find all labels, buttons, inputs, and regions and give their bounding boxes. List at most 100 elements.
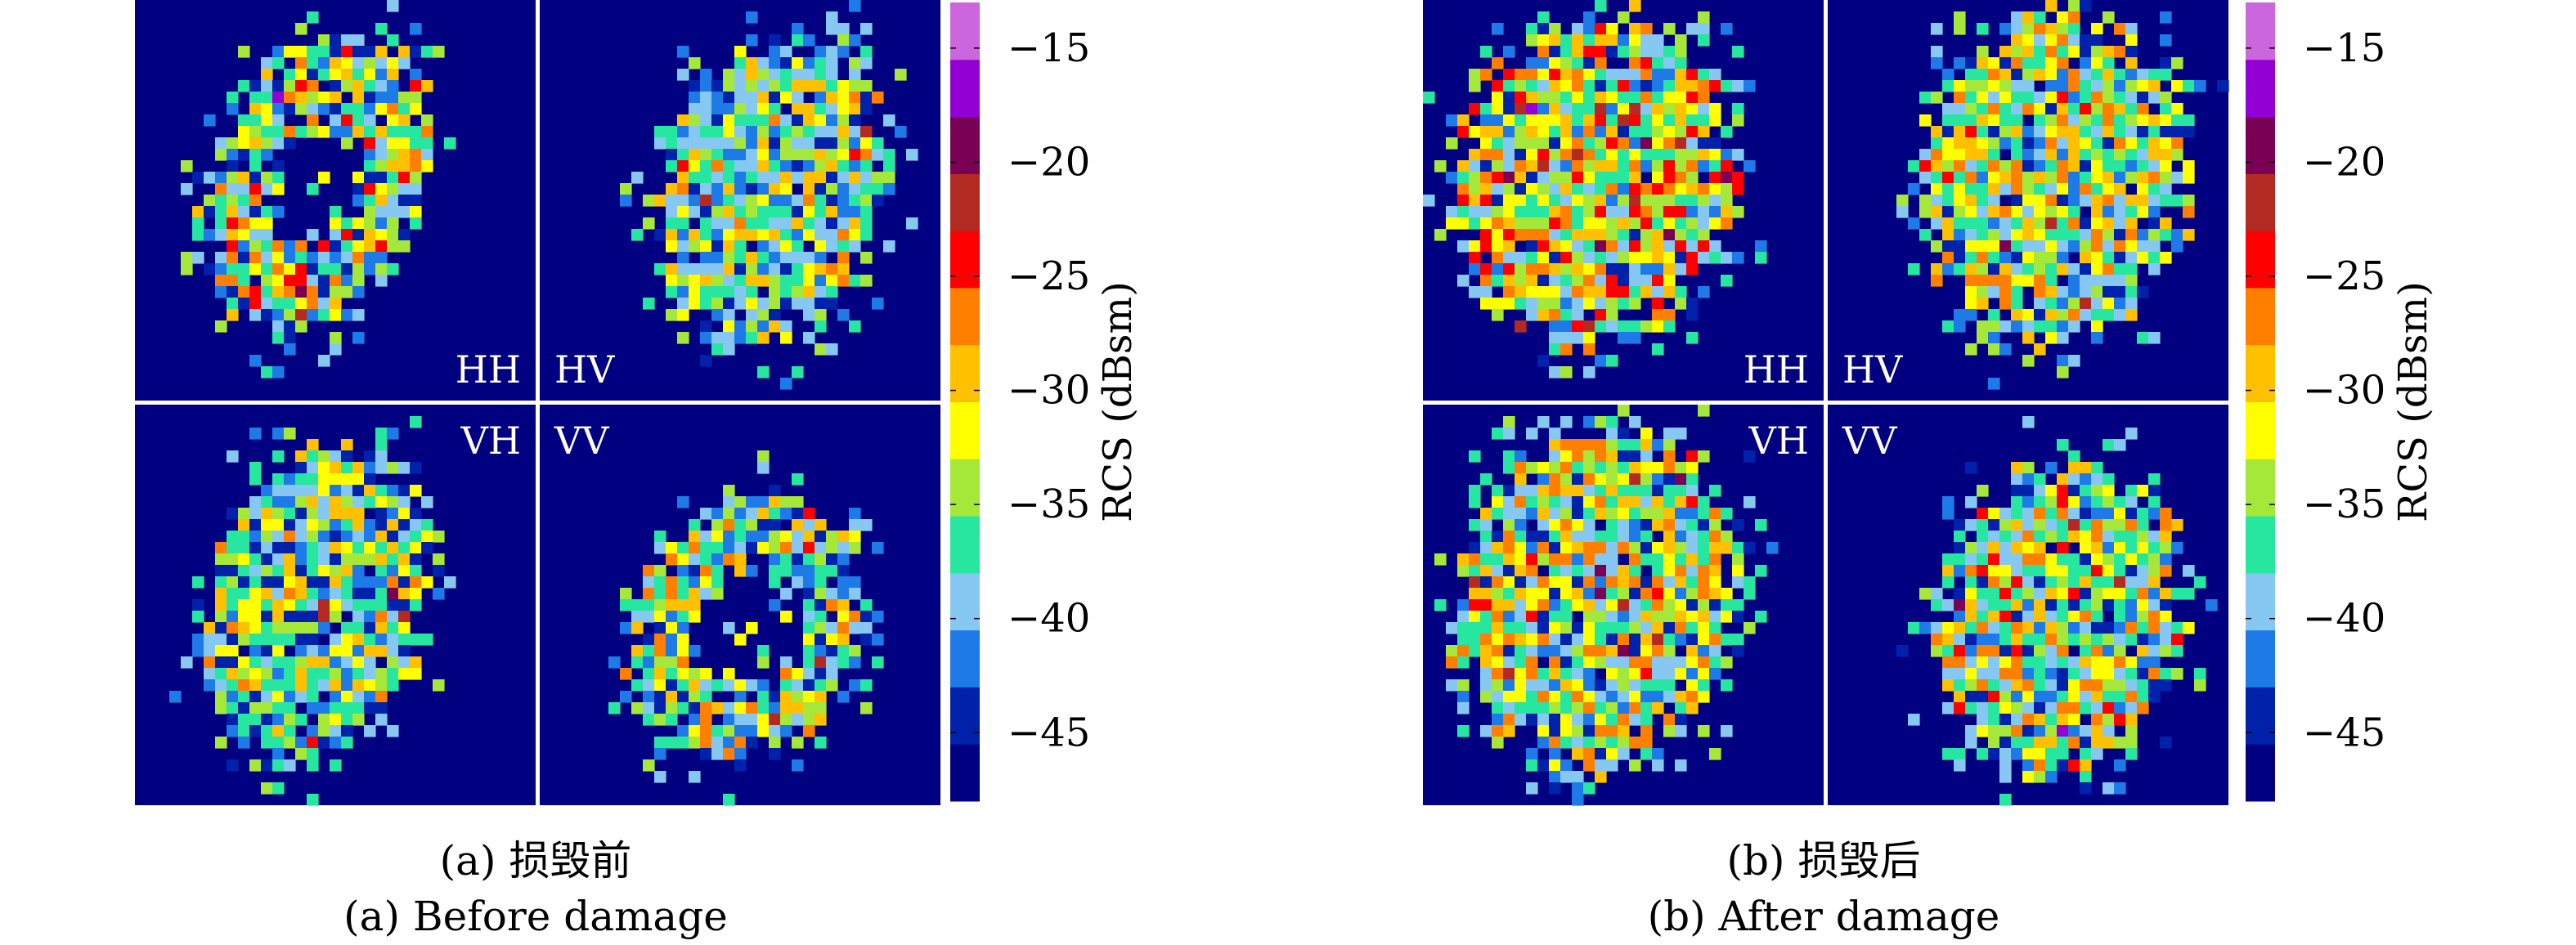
- rcs-pixel: [272, 275, 285, 287]
- rcs-pixel: [261, 69, 273, 81]
- rcs-pixel: [1515, 450, 1527, 463]
- rcs-pixel: [1698, 531, 1710, 543]
- rcs-pixel: [2125, 588, 2138, 600]
- rcs-pixel: [341, 252, 353, 264]
- rcs-pixel: [2125, 137, 2138, 150]
- caption-b-english: (b) After damage: [1647, 893, 2000, 940]
- rcs-pixel: [815, 309, 827, 321]
- rcs-pixel: [769, 92, 781, 104]
- rcs-pixel: [666, 588, 678, 600]
- rcs-pixel: [330, 103, 342, 115]
- rcs-pixel: [780, 725, 792, 737]
- rcs-pixel: [1977, 668, 1989, 680]
- rcs-pixel: [2206, 599, 2218, 611]
- rcs-pixel: [318, 46, 330, 58]
- rcs-pixel: [734, 114, 747, 127]
- rcs-pixel: [1549, 195, 1561, 207]
- rcs-pixel: [1583, 508, 1595, 520]
- rcs-pixel: [643, 611, 655, 623]
- rcs-pixel: [860, 46, 873, 58]
- rcs-pixel: [803, 149, 815, 161]
- rcs-pixel: [1999, 679, 2012, 692]
- rcs-pixel: [826, 275, 838, 287]
- rcs-pixel: [2057, 508, 2069, 520]
- rcs-pixel: [238, 714, 250, 726]
- rcs-pixel: [734, 725, 747, 737]
- rcs-pixel: [1537, 217, 1550, 230]
- rcs-pixel: [1560, 343, 1573, 356]
- rcs-pixel: [2091, 622, 2103, 634]
- rcs-pixel: [815, 737, 827, 749]
- rcs-pixel: [849, 126, 861, 138]
- rcs-pixel: [1492, 275, 1504, 287]
- rcs-pixel: [792, 149, 804, 161]
- rcs-pixel: [1537, 114, 1550, 127]
- rcs-pixel: [1709, 240, 1721, 253]
- rcs-pixel: [734, 229, 747, 241]
- rcs-pixel: [677, 309, 689, 321]
- rcs-pixel: [1492, 588, 1504, 600]
- rcs-pixel: [1652, 80, 1664, 92]
- rcs-pixel: [1965, 599, 1977, 611]
- rcs-pixel: [2091, 103, 2103, 115]
- rcs-pixel: [780, 508, 792, 520]
- rcs-pixel: [227, 725, 239, 737]
- rcs-pixel: [1457, 172, 1470, 184]
- rcs-pixel: [2045, 172, 2058, 184]
- rcs-pixel: [2125, 195, 2138, 207]
- rcs-pixel: [387, 576, 399, 589]
- rcs-pixel: [1480, 576, 1492, 589]
- rcs-pixel: [261, 366, 273, 378]
- rcs-pixel: [238, 611, 250, 623]
- rcs-pixel: [387, 160, 399, 172]
- rcs-pixel: [1709, 103, 1721, 115]
- rcs-pixel: [769, 309, 781, 321]
- rcs-pixel: [1698, 519, 1710, 531]
- rcs-pixel: [227, 309, 239, 321]
- rcs-pixel: [689, 275, 701, 287]
- rcs-pixel: [1675, 34, 1687, 47]
- rcs-pixel: [666, 137, 678, 150]
- rcs-pixel: [1954, 588, 1966, 600]
- rcs-pixel: [1595, 57, 1607, 69]
- rcs-pixel: [1721, 588, 1733, 600]
- rcs-pixel: [215, 217, 227, 230]
- rcs-pixel: [654, 576, 666, 589]
- rcs-pixel: [410, 553, 422, 566]
- rcs-pixel: [2125, 485, 2138, 497]
- rcs-pixel: [284, 542, 296, 554]
- rcs-pixel: [723, 714, 735, 726]
- rcs-pixel: [2057, 57, 2069, 69]
- rcs-pixel: [1526, 160, 1538, 172]
- rcs-pixel: [1640, 160, 1653, 172]
- rcs-pixel: [677, 252, 689, 264]
- rcs-pixel: [261, 782, 273, 795]
- rcs-pixel: [1572, 782, 1584, 795]
- rcs-pixel: [1515, 462, 1527, 474]
- rcs-pixel: [307, 485, 319, 497]
- rcs-pixel: [2080, 126, 2092, 138]
- rcs-pixel: [734, 679, 747, 692]
- rcs-pixel: [410, 126, 422, 138]
- colorbar-segment: [950, 516, 980, 574]
- rcs-pixel: [2034, 656, 2046, 669]
- rcs-pixel: [654, 565, 666, 577]
- rcs-pixel: [803, 34, 815, 47]
- rcs-pixel: [2045, 622, 2058, 634]
- rcs-pixel: [1942, 263, 1954, 275]
- rcs-pixel: [284, 553, 296, 566]
- rcs-pixel: [746, 252, 758, 264]
- rcs-pixel: [711, 183, 724, 195]
- rcs-pixel: [734, 553, 747, 566]
- rcs-pixel: [1942, 508, 1954, 520]
- rcs-pixel: [2103, 195, 2115, 207]
- rcs-pixel: [375, 428, 388, 440]
- rcs-pixel: [2114, 183, 2126, 195]
- rcs-pixel: [318, 309, 330, 321]
- rcs-pixel: [2125, 263, 2138, 275]
- rcs-pixel: [1560, 252, 1573, 264]
- rcs-pixel: [803, 286, 815, 298]
- rcs-pixel: [2114, 759, 2126, 772]
- rcs-pixel: [677, 332, 689, 344]
- rcs-pixel: [1652, 588, 1664, 600]
